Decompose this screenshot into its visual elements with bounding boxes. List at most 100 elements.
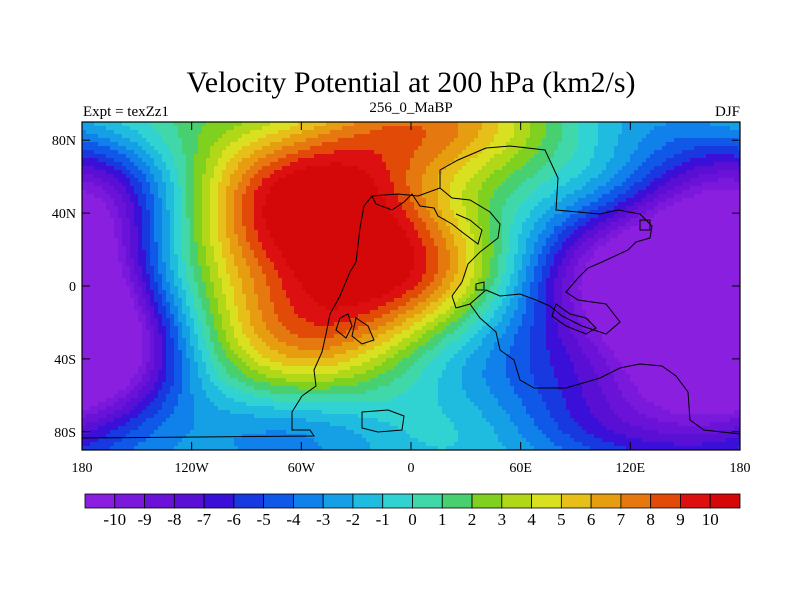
field-cell (134, 186, 139, 191)
field-cell (326, 174, 331, 179)
field-cell (706, 130, 711, 135)
field-cell (594, 170, 599, 175)
field-cell (270, 182, 275, 187)
field-cell (138, 174, 143, 179)
field-cell (334, 138, 339, 143)
field-cell (478, 146, 483, 151)
field-cell (186, 234, 191, 239)
field-cell (610, 218, 615, 223)
field-cell (438, 222, 443, 227)
field-cell (246, 158, 251, 163)
field-cell (282, 142, 287, 147)
field-cell (650, 214, 655, 219)
field-cell (114, 214, 119, 219)
field-cell (662, 150, 667, 155)
field-cell (194, 146, 199, 151)
field-cell (662, 158, 667, 163)
field-cell (366, 146, 371, 151)
field-cell (262, 214, 267, 219)
field-cell (430, 214, 435, 219)
field-cell (674, 198, 679, 203)
field-cell (570, 190, 575, 195)
field-cell (686, 150, 691, 155)
field-cell (382, 130, 387, 135)
field-cell (214, 138, 219, 143)
field-cell (630, 190, 635, 195)
field-cell (482, 214, 487, 219)
field-cell (162, 226, 167, 231)
field-cell (458, 158, 463, 163)
field-cell (534, 202, 539, 207)
field-cell (110, 158, 115, 163)
field-cell (182, 142, 187, 147)
field-cell (322, 182, 327, 187)
field-cell (722, 222, 727, 227)
field-cell (282, 166, 287, 171)
field-cell (114, 222, 119, 227)
field-cell (122, 130, 127, 135)
field-cell (238, 222, 243, 227)
field-cell (130, 190, 135, 195)
field-cell (514, 158, 519, 163)
field-cell (526, 214, 531, 219)
field-cell (722, 166, 727, 171)
field-cell (430, 218, 435, 223)
field-cell (402, 190, 407, 195)
field-cell (662, 126, 667, 131)
field-cell (518, 226, 523, 231)
field-cell (498, 142, 503, 147)
field-cell (322, 150, 327, 155)
field-cell (438, 134, 443, 139)
field-cell (346, 158, 351, 163)
field-cell (398, 186, 403, 191)
field-cell (198, 182, 203, 187)
field-cell (270, 122, 275, 127)
field-cell (438, 166, 443, 171)
field-cell (310, 186, 315, 191)
field-cell (634, 150, 639, 155)
field-cell (234, 218, 239, 223)
field-cell (550, 238, 555, 243)
field-cell (586, 230, 591, 235)
field-cell (306, 166, 311, 171)
field-cell (222, 238, 227, 243)
field-cell (510, 134, 515, 139)
field-cell (706, 190, 711, 195)
field-cell (150, 226, 155, 231)
field-cell (210, 218, 215, 223)
field-cell (186, 210, 191, 215)
field-cell (554, 138, 559, 143)
field-cell (726, 186, 731, 191)
field-cell (262, 170, 267, 175)
field-cell (446, 158, 451, 163)
field-cell (622, 234, 627, 239)
field-cell (158, 194, 163, 199)
field-cell (410, 218, 415, 223)
field-cell (258, 162, 263, 167)
field-cell (426, 174, 431, 179)
field-cell (282, 202, 287, 207)
field-cell (526, 158, 531, 163)
field-cell (286, 230, 291, 235)
field-cell (294, 154, 299, 159)
field-cell (406, 186, 411, 191)
field-cell (598, 150, 603, 155)
field-cell (442, 162, 447, 167)
field-cell (122, 174, 127, 179)
field-cell (222, 202, 227, 207)
field-cell (282, 182, 287, 187)
field-cell (178, 146, 183, 151)
field-cell (342, 134, 347, 139)
field-cell (630, 134, 635, 139)
field-cell (174, 142, 179, 147)
field-cell (598, 162, 603, 167)
field-cell (602, 158, 607, 163)
field-cell (582, 186, 587, 191)
field-cell (710, 218, 715, 223)
field-cell (442, 218, 447, 223)
field-cell (102, 222, 107, 227)
field-cell (618, 222, 623, 227)
field-cell (718, 162, 723, 167)
field-cell (374, 142, 379, 147)
field-cell (586, 226, 591, 231)
